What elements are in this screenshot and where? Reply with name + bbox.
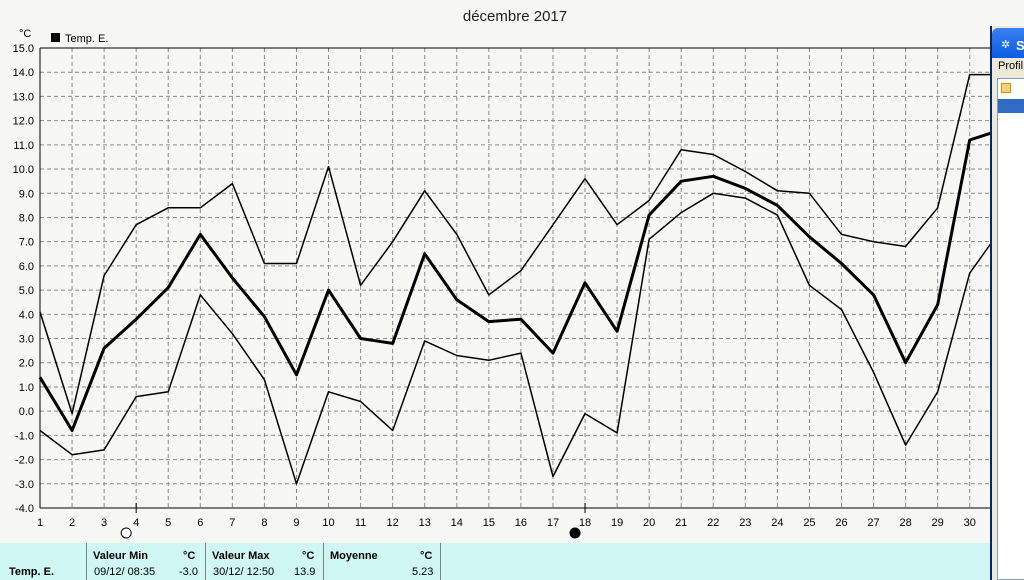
min-value: -3.0 [179, 566, 198, 578]
temperature-chart: décembre 2017 °C Temp. E. -4.0 -3.0 -2.0 -1… [13, 8, 993, 539]
x-tick-label: 4 [133, 517, 139, 529]
min-unit: °C [183, 550, 196, 562]
avg-unit: °C [420, 550, 433, 562]
y-tick-label: 1.0 [19, 382, 34, 394]
side-window-titlebar[interactable]: ✲ S [992, 28, 1024, 58]
x-tick-label: 2 [69, 517, 75, 529]
avg-header: Moyenne [330, 550, 378, 562]
side-window-title: S [1016, 38, 1024, 53]
profile-menu[interactable]: Profil [998, 60, 1024, 72]
y-tick-label: -3.0 [15, 479, 34, 491]
x-tick-label: 28 [899, 517, 911, 529]
y-tick-label: 10.0 [13, 164, 34, 176]
x-tick-label: 23 [739, 517, 751, 529]
footer-series-label: Temp. E. [9, 566, 55, 578]
x-tick-label: 26 [835, 517, 847, 529]
y-axis-unit: °C [19, 28, 31, 40]
min-series-line [39, 192, 993, 485]
item-icon[interactable] [1001, 83, 1011, 93]
y-tick-label: 14.0 [13, 67, 34, 79]
avg-value: 5.23 [412, 566, 434, 578]
x-tick-label: 5 [165, 517, 171, 529]
y-tick-label: 3.0 [19, 334, 34, 346]
x-tick-label: 8 [261, 517, 267, 529]
min-date: 09/12/ 08:35 [94, 566, 156, 578]
min-header: Valeur Min [93, 550, 149, 562]
x-tick-label: 3 [101, 517, 107, 529]
open-circle-marker [120, 527, 132, 539]
side-list-panel [997, 78, 1024, 580]
selected-list-row[interactable] [998, 99, 1024, 113]
legend-swatch [51, 33, 60, 42]
y-tick-label: 11.0 [13, 140, 34, 152]
x-tick-label: 20 [643, 517, 655, 529]
mean-series-line [38, 131, 993, 432]
max-date: 30/12/ 12:50 [213, 566, 275, 578]
x-tick-label: 15 [483, 517, 495, 529]
app-icon: ✲ [1001, 39, 1011, 51]
x-tick-label: 7 [229, 517, 235, 529]
x-tick-label: 25 [803, 517, 815, 529]
y-tick-label: 5.0 [19, 285, 34, 297]
average-cell: Moyenne °C 5.23 [324, 543, 440, 580]
x-tick-label: 13 [419, 517, 431, 529]
x-tick-label: 9 [293, 517, 299, 529]
y-tick-label: 13.0 [13, 91, 34, 103]
x-tick-label: 16 [515, 517, 527, 529]
y-tick-label: 8.0 [19, 212, 34, 224]
side-window[interactable]: ✲ S Profil [990, 26, 1024, 580]
max-unit: °C [302, 550, 315, 562]
x-tick-label: 30 [964, 517, 976, 529]
chart-title: décembre 2017 [463, 8, 567, 25]
x-tick-label: 29 [932, 517, 944, 529]
y-tick-label: 4.0 [19, 309, 34, 321]
filled-circle-marker [569, 527, 581, 539]
max-header: Valeur Max [212, 550, 270, 562]
x-tick-label: 12 [387, 517, 399, 529]
max-series-line [39, 73, 993, 415]
x-tick-label: 1 [37, 517, 43, 529]
statistics-footer: Temp. E. Valeur Min °C 09/12/ 08:35 -3.0… [0, 543, 995, 580]
x-tick-label: 6 [197, 517, 203, 529]
y-tick-label: 12.0 [13, 116, 34, 128]
y-tick-label: -1.0 [15, 430, 34, 442]
x-tick-label: 27 [867, 517, 879, 529]
max-value: 13.9 [294, 566, 316, 578]
x-tick-label: 14 [451, 517, 463, 529]
y-tick-label: 0.0 [19, 406, 34, 418]
x-tick-label: 21 [675, 517, 687, 529]
y-tick-label: 7.0 [19, 237, 34, 249]
min-value-cell: Valeur Min °C 09/12/ 08:35 -3.0 [87, 543, 205, 580]
y-tick-label: 2.0 [19, 358, 34, 370]
y-tick-label: 9.0 [19, 188, 34, 200]
x-tick-label: 19 [611, 517, 623, 529]
x-tick-label: 18 [579, 517, 591, 529]
max-value-cell: Valeur Max °C 30/12/ 12:50 13.9 [206, 543, 324, 580]
x-tick-label: 24 [771, 517, 783, 529]
y-tick-label: 15.0 [13, 43, 34, 55]
y-tick-label: 6.0 [19, 261, 34, 273]
x-tick-label: 22 [707, 517, 719, 529]
legend-label: Temp. E. [65, 33, 108, 45]
x-tick-label: 17 [547, 517, 559, 529]
y-tick-label: -4.0 [15, 503, 34, 515]
x-tick-label: 10 [322, 517, 334, 529]
x-tick-label: 11 [355, 517, 366, 529]
y-tick-label: -2.0 [15, 455, 34, 467]
